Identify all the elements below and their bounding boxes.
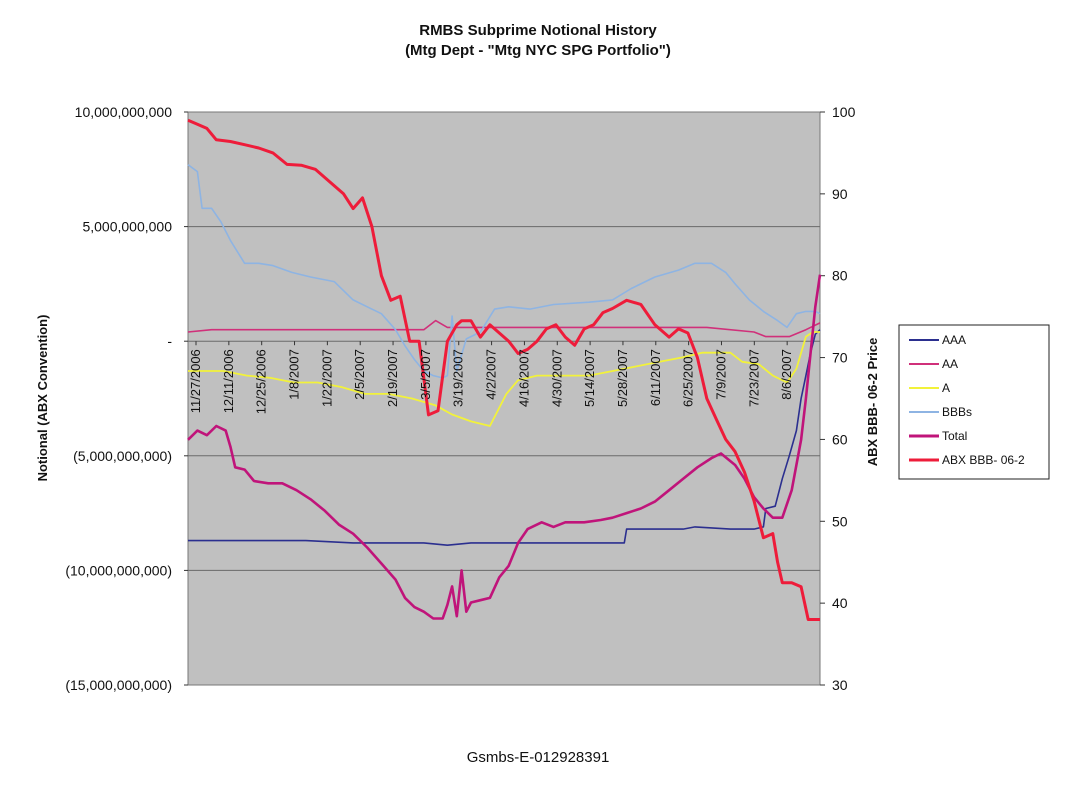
y2-tick-label: 90 (832, 186, 848, 202)
x-date-label: 4/2/2007 (484, 349, 499, 400)
y2-axis-title: ABX BBB- 06-2 Price (865, 338, 880, 467)
y-tick-label: (10,000,000,000) (65, 562, 172, 578)
y2-tick-label: 70 (832, 350, 848, 366)
x-date-label: 5/28/2007 (615, 349, 630, 407)
x-date-label: 12/11/2006 (221, 349, 236, 413)
chart-title: RMBS Subprime Notional History (419, 22, 657, 39)
x-date-label: 5/14/2007 (582, 349, 597, 407)
x-date-label: 12/25/2006 (254, 349, 269, 414)
x-date-label: 1/22/2007 (319, 349, 334, 407)
y-tick-label: - (167, 333, 172, 349)
y2-tick-label: 100 (832, 104, 856, 120)
y2-tick-label: 30 (832, 677, 848, 693)
legend-box (898, 324, 1050, 480)
x-date-label: 3/19/2007 (451, 349, 466, 407)
x-date-label: 4/16/2007 (516, 349, 531, 407)
right-axis-ticks: 100 90 80 70 60 50 40 30 (820, 104, 856, 693)
series-line-a (188, 331, 820, 427)
y-tick-label: 5,000,000,000 (82, 219, 172, 235)
y-axis-title: Notional (ABX Convention) (35, 315, 50, 482)
x-date-label: 1/8/2007 (287, 349, 302, 400)
x-date-label: 2/5/2007 (352, 349, 367, 400)
legend-label: AA (942, 357, 958, 371)
y-tick-label: 10,000,000,000 (75, 104, 173, 120)
x-date-label: 2/19/2007 (385, 349, 400, 407)
series-line-abx-bbb-06-2 (187, 118, 820, 621)
legend-label: BBBs (942, 405, 972, 419)
y-tick-label: (15,000,000,000) (65, 677, 172, 693)
y2-tick-label: 40 (832, 595, 848, 611)
document-id: Gsmbs-E-012928391 (467, 749, 610, 766)
x-date-label: 4/30/2007 (549, 349, 564, 407)
legend-label: AAA (942, 333, 966, 347)
x-date-label: 6/11/2007 (648, 349, 663, 406)
series-line-bbbs (187, 164, 821, 379)
x-date-label: 11/27/2006 (188, 349, 203, 413)
x-date-label: 7/23/2007 (746, 349, 761, 407)
series-line-aa (187, 319, 821, 338)
x-date-label: 6/25/2007 (681, 349, 696, 407)
y2-tick-label: 60 (832, 431, 848, 447)
x-date-label: 3/5/2007 (418, 349, 433, 400)
legend-label: A (942, 381, 950, 395)
y2-tick-label: 50 (832, 513, 848, 529)
x-date-label: 7/9/2007 (714, 349, 729, 400)
left-axis-ticks: 10,000,000,000 5,000,000,000 - (5,000,000,0… (65, 104, 188, 693)
y2-tick-label: 80 (832, 268, 848, 284)
series-layer (187, 118, 822, 621)
legend-label: Total (942, 429, 967, 443)
y-tick-label: (5,000,000,000) (73, 448, 172, 464)
series-line-total (187, 274, 822, 620)
x-date-label: 8/6/2007 (779, 349, 794, 400)
x-date-labels: 11/27/2006 12/11/2006 12/25/2006 1/8/2007 1/… (188, 341, 794, 414)
legend-label: ABX BBB- 06-2 (942, 453, 1025, 467)
chart-subtitle: (Mtg Dept - "Mtg NYC SPG Portfolio") (405, 42, 671, 59)
series-line-aaa (188, 329, 821, 547)
